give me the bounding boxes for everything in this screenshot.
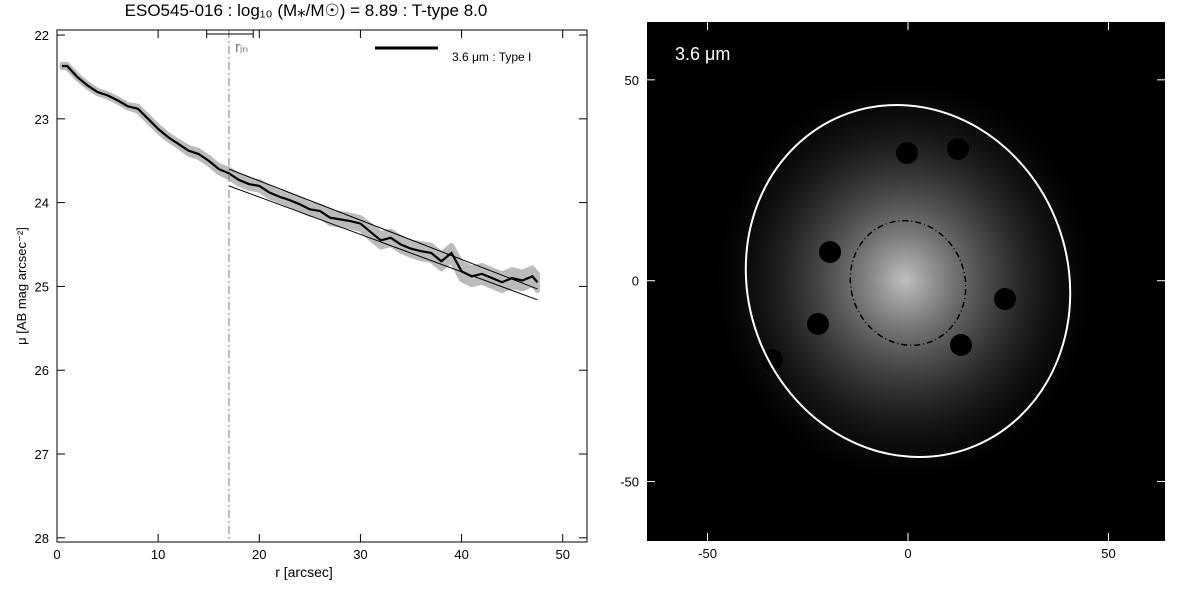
r-in-label: rᵢₙ bbox=[235, 39, 248, 56]
image-label: 3.6 μm bbox=[675, 44, 730, 64]
x-tick-label: 0 bbox=[53, 547, 60, 562]
mask bbox=[896, 142, 918, 164]
mask bbox=[947, 138, 969, 160]
x-tick-label: 20 bbox=[252, 547, 266, 562]
mask bbox=[1072, 374, 1094, 396]
x-tick-label: 40 bbox=[454, 547, 468, 562]
x-tick-label: 50 bbox=[555, 547, 569, 562]
x-tick-label: -50 bbox=[698, 546, 717, 561]
y-tick-label: 26 bbox=[35, 363, 49, 378]
image-content bbox=[647, 22, 1165, 541]
x-tick-label: 30 bbox=[353, 547, 367, 562]
mask bbox=[807, 313, 829, 335]
y-tick-label: 22 bbox=[35, 28, 49, 43]
mask bbox=[773, 81, 795, 103]
x-axis-label: r [arcsec] bbox=[275, 564, 333, 580]
y-tick-label: 0 bbox=[632, 274, 639, 289]
fit-line bbox=[228, 168, 538, 290]
mask bbox=[994, 288, 1016, 310]
y-tick-label: 28 bbox=[35, 531, 49, 546]
masks bbox=[721, 81, 1147, 396]
y-tick-label: -50 bbox=[620, 475, 639, 490]
x-tick-label: 50 bbox=[1101, 546, 1115, 561]
error-band bbox=[59, 61, 540, 294]
galaxy-glow bbox=[715, 80, 1095, 480]
y-tick-label: 27 bbox=[35, 447, 49, 462]
mask bbox=[950, 334, 972, 356]
x-tick-label: 10 bbox=[151, 547, 165, 562]
y-axis-label: μ [AB mag arcsec⁻²] bbox=[14, 227, 29, 345]
y-tick-label: 23 bbox=[35, 112, 49, 127]
plot-frame bbox=[56, 29, 588, 543]
mask bbox=[1119, 244, 1147, 272]
fit-line bbox=[228, 185, 538, 301]
x-tick-label: 0 bbox=[904, 546, 911, 561]
outer-ellipse bbox=[744, 104, 1072, 458]
chart-title: ESO545-016 : log₁₀ (M⁎/M☉) = 8.89 : T-ty… bbox=[125, 1, 488, 20]
mask bbox=[819, 241, 841, 263]
inner-ellipse bbox=[849, 219, 967, 347]
profile-panel: ESO545-016 : log₁₀ (M⁎/M☉) = 8.89 : T-ty… bbox=[14, 1, 531, 580]
mask bbox=[721, 189, 743, 211]
legend-label: 3.6 μm : Type I bbox=[452, 50, 531, 64]
y-tick-label: 50 bbox=[625, 73, 639, 88]
image-panel: 3.6 μm bbox=[647, 22, 1165, 541]
profile-line bbox=[62, 64, 539, 284]
y-tick-label: 24 bbox=[35, 196, 49, 211]
y-tick-label: 25 bbox=[35, 279, 49, 294]
